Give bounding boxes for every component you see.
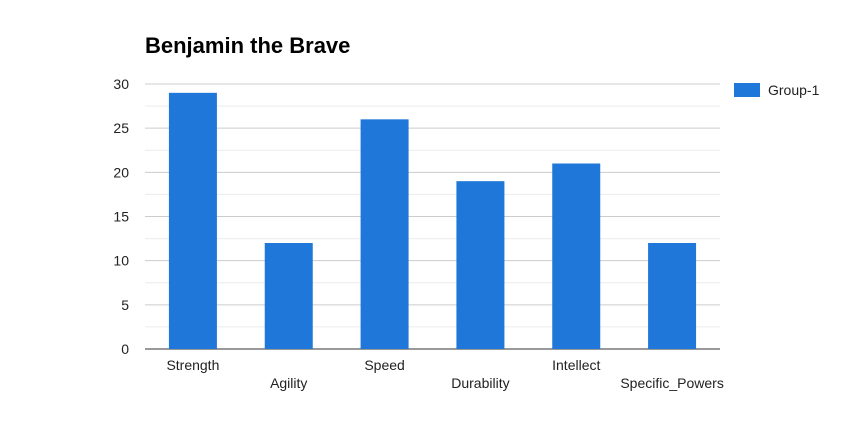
y-axis-ticks: 0 5 10 15 20 25 30 bbox=[113, 76, 129, 357]
y-tick-label: 5 bbox=[121, 297, 129, 313]
chart-title: Benjamin the Brave bbox=[145, 33, 351, 58]
bar-intellect bbox=[552, 163, 601, 349]
y-tick-label: 0 bbox=[121, 341, 129, 357]
bar-strength bbox=[168, 92, 217, 349]
x-tick-label: Strength bbox=[166, 357, 219, 373]
bar-agility bbox=[264, 243, 313, 349]
legend: Group-1 bbox=[734, 82, 819, 98]
y-tick-label: 20 bbox=[113, 164, 129, 180]
y-tick-label: 15 bbox=[113, 209, 129, 225]
x-tick-label: Agility bbox=[270, 375, 307, 391]
y-tick-label: 10 bbox=[113, 253, 129, 269]
gridlines bbox=[145, 83, 720, 350]
legend-label-group-1: Group-1 bbox=[768, 82, 820, 98]
x-tick-label: Specific_Powers bbox=[620, 375, 724, 391]
x-tick-label: Intellect bbox=[552, 357, 600, 373]
bar-specific-powers bbox=[648, 243, 697, 349]
y-tick-label: 30 bbox=[113, 76, 129, 92]
legend-swatch-group-1 bbox=[734, 83, 760, 97]
y-tick-label: 25 bbox=[113, 120, 129, 136]
bar-durability bbox=[456, 181, 505, 349]
bar-speed bbox=[360, 119, 409, 349]
x-tick-label: Speed bbox=[364, 357, 404, 373]
x-axis-ticks: Strength Agility Speed Durability Intellect S… bbox=[166, 357, 723, 391]
x-tick-label: Durability bbox=[451, 375, 509, 391]
bars bbox=[168, 92, 697, 349]
